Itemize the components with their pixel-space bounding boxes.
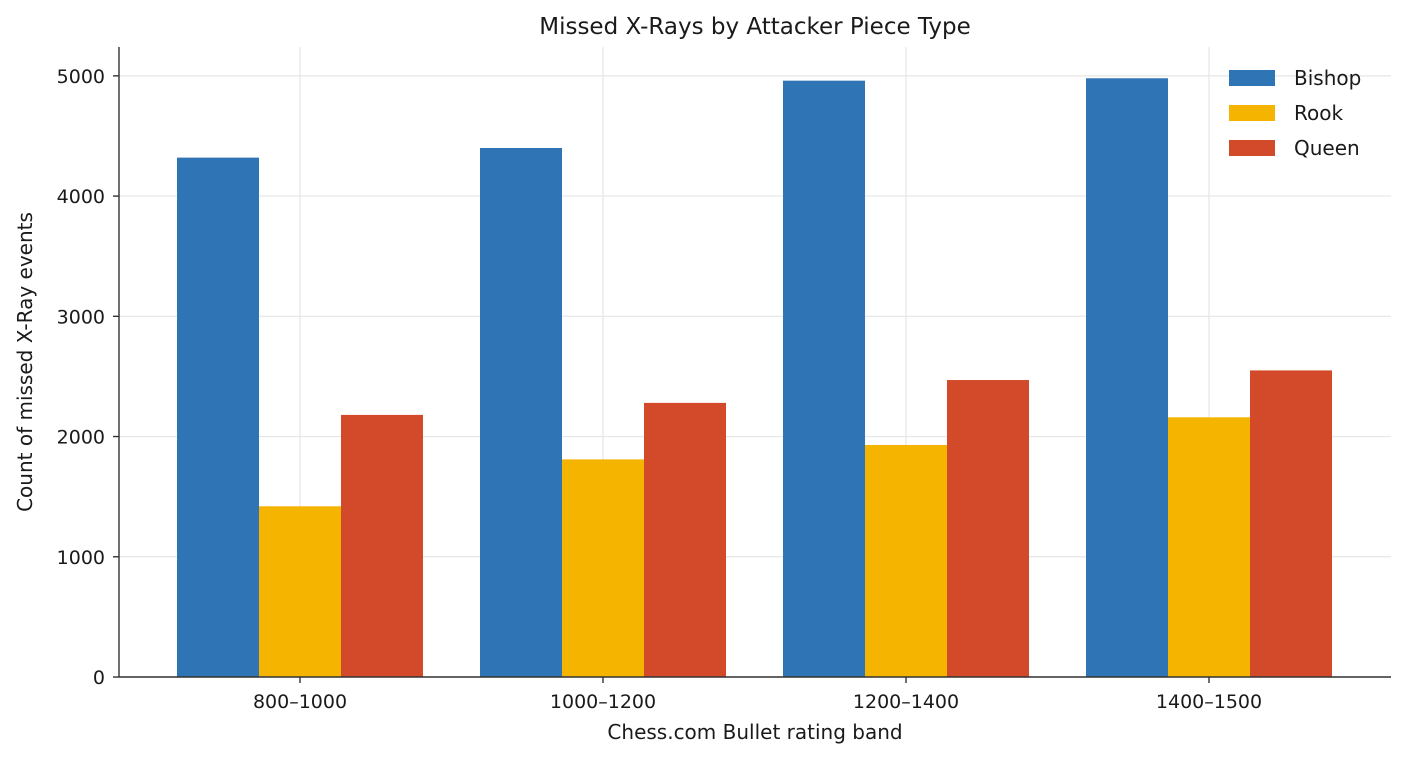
axes bbox=[113, 47, 1391, 683]
y-tick-label: 2000 bbox=[57, 427, 105, 449]
y-tick-label: 1000 bbox=[57, 547, 105, 569]
x-tick-label: 1400–1500 bbox=[1156, 691, 1262, 713]
legend-label-queen: Queen bbox=[1294, 136, 1360, 160]
chart-title: Missed X-Rays by Attacker Piece Type bbox=[539, 14, 971, 40]
y-tick-label: 4000 bbox=[57, 186, 105, 208]
legend-swatch-bishop bbox=[1229, 70, 1275, 86]
legend-swatch-queen bbox=[1229, 140, 1275, 156]
y-tick-label: 5000 bbox=[57, 66, 105, 88]
y-tick-label: 3000 bbox=[57, 306, 105, 328]
y-axis-label: Count of missed X-Ray events bbox=[13, 212, 37, 512]
bar-queen bbox=[341, 414, 423, 677]
x-axis-label: Chess.com Bullet rating band bbox=[607, 720, 902, 744]
tick-labels: 0 1000 2000 3000 4000 5000 800–1000 1000–1200 12… bbox=[57, 66, 1262, 713]
y-tick-label: 0 bbox=[93, 667, 105, 689]
legend: Bishop Rook Queen bbox=[1229, 66, 1361, 160]
legend-label-bishop: Bishop bbox=[1294, 66, 1361, 90]
bar-bishop bbox=[783, 80, 865, 677]
legend-label-rook: Rook bbox=[1294, 101, 1343, 125]
legend-swatch-rook bbox=[1229, 105, 1275, 121]
bar-rook bbox=[259, 506, 341, 677]
bars bbox=[177, 78, 1332, 678]
x-tick-label: 800–1000 bbox=[253, 691, 347, 713]
x-tick-label: 1000–1200 bbox=[550, 691, 656, 713]
bar-bishop bbox=[177, 157, 259, 677]
bar-queen bbox=[644, 402, 726, 677]
bar-queen bbox=[947, 380, 1029, 677]
bar-queen bbox=[1250, 370, 1332, 677]
bar-bishop bbox=[1086, 78, 1168, 678]
bar-bishop bbox=[480, 147, 562, 677]
bar-rook bbox=[865, 444, 947, 677]
bar-rook bbox=[1168, 417, 1250, 677]
x-tick-label: 1200–1400 bbox=[853, 691, 959, 713]
bar-rook bbox=[562, 459, 644, 677]
